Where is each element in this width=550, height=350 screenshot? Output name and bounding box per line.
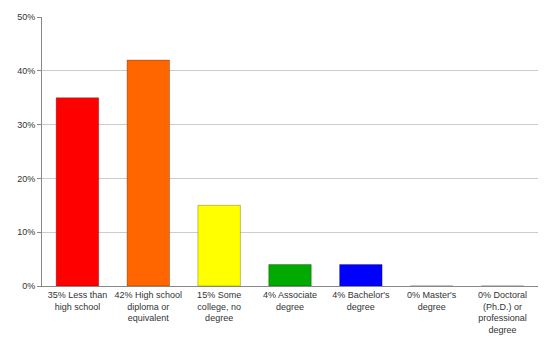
svg-text:0% Master'sdegree: 0% Master'sdegree [407,290,457,312]
svg-text:4% Bachelor'sdegree: 4% Bachelor'sdegree [332,290,390,312]
svg-text:35% Less thanhigh school: 35% Less thanhigh school [48,290,108,312]
svg-text:50%: 50% [17,12,35,22]
svg-text:4% Associatedegree: 4% Associatedegree [263,290,317,312]
svg-text:15% Somecollege, nodegree: 15% Somecollege, nodegree [197,290,241,323]
svg-text:0% Doctoral(Ph.D.) orprofessio: 0% Doctoral(Ph.D.) orprofessionaldegree [478,290,527,335]
svg-text:10%: 10% [17,227,35,237]
svg-text:40%: 40% [17,66,35,76]
svg-text:20%: 20% [17,174,35,184]
svg-text:30%: 30% [17,120,35,130]
svg-text:42% High schooldiploma orequiv: 42% High schooldiploma orequivalent [115,290,183,323]
svg-text:0%: 0% [22,281,35,291]
